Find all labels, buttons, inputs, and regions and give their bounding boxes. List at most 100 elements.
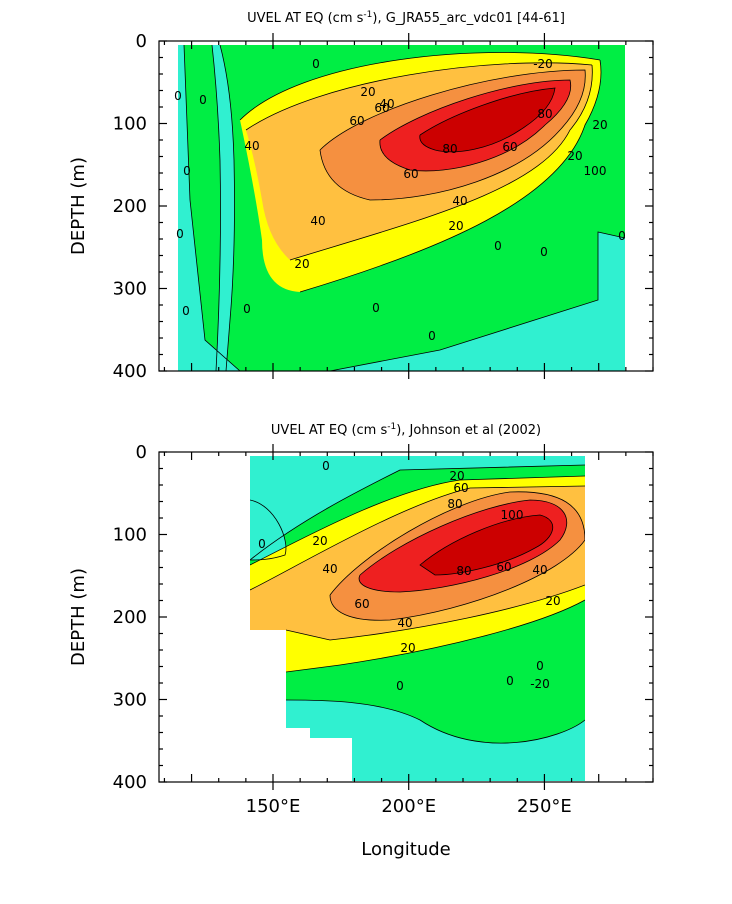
- contour-label: 60: [496, 560, 511, 574]
- contour-fill-bottom: [250, 456, 585, 781]
- y-axis-label-bottom: DEPTH (m): [68, 568, 89, 666]
- contour-line: [250, 485, 585, 591]
- contour-label: 40: [452, 194, 467, 208]
- contour-line: [285, 699, 585, 744]
- contour-label: 0: [199, 93, 207, 107]
- y-tick-label: 300: [113, 690, 147, 711]
- contour-line: [419, 87, 556, 153]
- contour-line: [250, 475, 585, 566]
- contour-label: 60: [403, 167, 418, 181]
- y-tick-label: 200: [113, 196, 147, 217]
- contour-label: 20: [400, 641, 415, 655]
- contour-region-west-cyan: [250, 500, 286, 560]
- y-tick-label: 400: [113, 361, 147, 382]
- contour-label: 60: [502, 140, 517, 154]
- contour-label: 0: [506, 674, 514, 688]
- contour-label: -20: [530, 677, 550, 691]
- y-tick-label: 0: [136, 31, 147, 52]
- y-tick-label: 100: [113, 114, 147, 135]
- x-tick-label: 200°E: [381, 796, 436, 817]
- contour-label: 80: [537, 107, 552, 121]
- contour-line: [299, 59, 602, 293]
- contour-line: [245, 62, 593, 131]
- contour-region-core-100: [419, 88, 555, 152]
- panel-top: UVEL AT EQ (cm s-1), G_JRA55_arc_vdc01 […: [68, 10, 654, 382]
- x-axis-label: Longitude: [361, 839, 451, 860]
- contour-label: 20: [567, 149, 582, 163]
- contour-label: 0: [312, 57, 320, 71]
- contour-line: [419, 514, 553, 576]
- contour-label: 0: [428, 329, 436, 343]
- contour-line: [319, 69, 586, 201]
- y-tick-label: 100: [113, 525, 147, 546]
- contour-label: 0: [176, 227, 184, 241]
- contour-fill-top: [178, 45, 625, 371]
- contour-label: 0: [618, 229, 626, 243]
- contour-label: 100: [501, 508, 524, 522]
- chart-title-bottom: UVEL AT EQ (cm s-1), Johnson et al (2002…: [271, 422, 541, 438]
- contour-label: 40: [310, 214, 325, 228]
- contour-label: 0: [540, 245, 548, 259]
- contour-label: 40: [244, 139, 259, 153]
- contour-label: 60: [349, 114, 364, 128]
- contour-line: [329, 491, 585, 621]
- contour-label: 40: [322, 562, 337, 576]
- contour-label: 40: [532, 563, 547, 577]
- contour-label: 0: [322, 459, 330, 473]
- y-tick-label: 300: [113, 279, 147, 300]
- contour-label: 80: [442, 142, 457, 156]
- contour-label: 20: [360, 85, 375, 99]
- contour-line: [289, 64, 593, 261]
- contour-label: 20: [592, 118, 607, 132]
- contour-label: 40: [379, 97, 394, 111]
- y-axis-label-top: DEPTH (m): [68, 157, 89, 255]
- contour-label: 20: [449, 469, 464, 483]
- contour-labels-bottom: 0 0 0 0 20 20 20 20 40 40 40 60 60 60 80 80 100 0 -20: [258, 459, 560, 693]
- contour-label: 0: [174, 89, 182, 103]
- contour-label: 0: [258, 537, 266, 551]
- contour-line: [211, 45, 221, 371]
- contour-label: 20: [312, 534, 327, 548]
- contour-line: [183, 45, 241, 371]
- contour-label: 60: [453, 481, 468, 495]
- contour-line: [285, 599, 585, 673]
- contour-line: [240, 231, 625, 371]
- panel-bottom: UVEL AT EQ (cm s-1), Johnson et al (2002…: [68, 422, 654, 860]
- contour-label: 100: [584, 164, 607, 178]
- contour-label: 0: [182, 304, 190, 318]
- contour-label: 0: [243, 302, 251, 316]
- contour-label: 20: [545, 594, 560, 608]
- contour-label: 20: [448, 219, 463, 233]
- chart-title-top: UVEL AT EQ (cm s-1), G_JRA55_arc_vdc01 […: [247, 10, 565, 26]
- contour-line: [379, 79, 572, 172]
- contour-region-west-cyan-strip: [212, 45, 235, 371]
- contour-line: [239, 52, 601, 121]
- contour-line: [358, 499, 568, 593]
- contour-label: 0: [536, 659, 544, 673]
- contour-label: 80: [447, 497, 462, 511]
- contour-lines-bottom: [250, 464, 585, 744]
- contour-line: [250, 499, 287, 561]
- contour-label: 0: [494, 239, 502, 253]
- contour-label: 0: [372, 301, 380, 315]
- contour-label: 0: [183, 164, 191, 178]
- contour-label: 60: [374, 101, 389, 115]
- contour-label: 0: [396, 679, 404, 693]
- x-tick-label: 250°E: [517, 796, 572, 817]
- y-tick-label: 400: [113, 772, 147, 793]
- x-tick-label: 150°E: [246, 796, 301, 817]
- contour-line: [285, 584, 585, 641]
- contour-line: [219, 45, 235, 371]
- contour-region-core-100: [420, 515, 553, 575]
- contour-line: [250, 464, 585, 561]
- contour-label: 40: [397, 616, 412, 630]
- contour-label: 60: [354, 597, 369, 611]
- y-tick-label: 0: [136, 442, 147, 463]
- contour-label: -20: [533, 57, 553, 71]
- contour-lines-top: [183, 45, 625, 371]
- contour-label: 20: [294, 257, 309, 271]
